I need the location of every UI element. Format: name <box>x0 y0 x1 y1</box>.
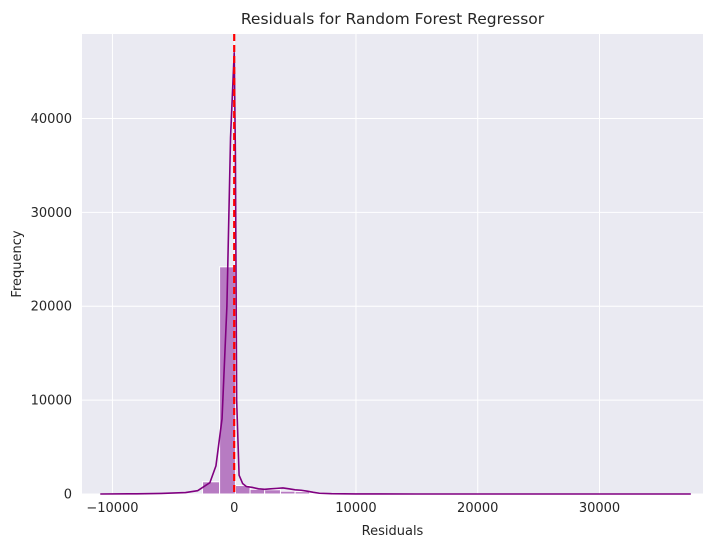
histogram-bar <box>249 488 266 495</box>
x-tick-label: 30000 <box>579 501 620 516</box>
y-tick-label: 10000 <box>31 394 72 409</box>
y-tick-label: 20000 <box>31 300 72 315</box>
y-axis-label: Frequency <box>10 230 25 297</box>
x-tick-label: 10000 <box>335 501 376 516</box>
y-tick-labels: 0 10000 20000 30000 40000 <box>31 112 72 503</box>
chart-title: Residuals for Random Forest Regressor <box>241 10 545 28</box>
histogram-bars <box>202 266 357 495</box>
x-tick-labels: −10000 0 10000 20000 30000 <box>86 501 620 516</box>
histogram-bar <box>279 490 296 495</box>
x-tick-label: 20000 <box>457 501 498 516</box>
kde-curve <box>100 51 691 495</box>
y-tick-label: 0 <box>64 488 72 503</box>
y-tick-label: 40000 <box>31 112 72 127</box>
y-tick-label: 30000 <box>31 206 72 221</box>
histogram-bar <box>264 489 281 495</box>
plot-area <box>82 34 703 494</box>
x-tick-label: −10000 <box>86 501 138 516</box>
x-tick-label: 0 <box>230 501 238 516</box>
x-axis-label: Residuals <box>362 524 424 539</box>
histogram-bar <box>202 481 221 495</box>
kde-line <box>100 51 691 495</box>
